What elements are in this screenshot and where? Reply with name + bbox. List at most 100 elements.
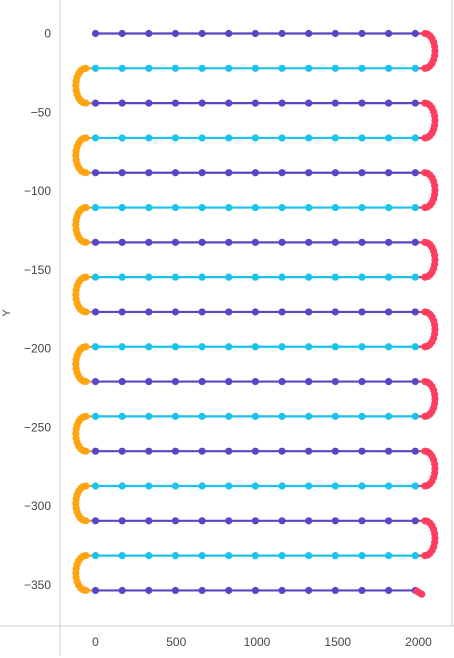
row-point bbox=[225, 308, 233, 316]
row-point bbox=[411, 134, 419, 142]
row-point bbox=[358, 203, 366, 212]
row-point bbox=[278, 447, 286, 455]
x-tick-label: 500 bbox=[166, 635, 186, 649]
row-point bbox=[385, 29, 393, 38]
row-point bbox=[198, 517, 206, 525]
row-point bbox=[411, 99, 419, 107]
row-point bbox=[91, 134, 100, 142]
row-point bbox=[225, 273, 233, 281]
row-point bbox=[225, 552, 233, 560]
row-point bbox=[331, 203, 339, 212]
row-point bbox=[145, 64, 153, 72]
row-point bbox=[145, 273, 153, 281]
row-point bbox=[91, 273, 100, 281]
row-point bbox=[118, 517, 126, 525]
row-point bbox=[385, 343, 393, 351]
row-point bbox=[171, 169, 180, 177]
row-point bbox=[251, 238, 259, 246]
row-point bbox=[278, 238, 286, 246]
row-point bbox=[385, 517, 393, 525]
row-point bbox=[278, 343, 286, 351]
row-point bbox=[305, 169, 313, 177]
turn-point bbox=[421, 203, 429, 212]
row-point bbox=[225, 482, 233, 490]
row-point bbox=[251, 273, 259, 281]
row-point bbox=[145, 377, 153, 386]
row-point bbox=[118, 447, 126, 455]
row-point bbox=[305, 586, 313, 595]
row-point bbox=[171, 238, 180, 246]
row-point bbox=[278, 482, 286, 490]
row-point bbox=[91, 308, 100, 316]
row-point bbox=[305, 343, 313, 351]
row-point bbox=[225, 203, 233, 212]
row-point bbox=[411, 64, 419, 72]
row-point bbox=[358, 586, 366, 595]
row-point bbox=[171, 517, 180, 525]
row-point bbox=[251, 552, 259, 560]
y-tick-label: −150 bbox=[24, 263, 51, 277]
row-point bbox=[411, 273, 419, 281]
row-point bbox=[305, 517, 313, 525]
y-axis-title: Y bbox=[1, 309, 13, 317]
x-tick-labels: 0 500 1000 1500 2000 bbox=[92, 635, 432, 649]
row-point bbox=[118, 412, 126, 420]
row-point bbox=[331, 447, 339, 455]
row-point bbox=[91, 552, 100, 560]
row-point bbox=[278, 29, 286, 38]
y-tick-label: −350 bbox=[24, 578, 51, 592]
row-point bbox=[198, 238, 206, 246]
row-point bbox=[198, 343, 206, 351]
row-point bbox=[331, 273, 339, 281]
row-point bbox=[385, 99, 393, 107]
turn-point bbox=[82, 238, 90, 246]
row-point bbox=[385, 238, 393, 246]
row-point bbox=[145, 203, 153, 212]
row-point bbox=[305, 552, 313, 560]
row-point bbox=[225, 377, 233, 386]
row-point bbox=[385, 412, 393, 420]
row-point bbox=[331, 308, 339, 316]
row-point bbox=[305, 134, 313, 142]
row-point bbox=[251, 99, 259, 107]
y-tick-label: −50 bbox=[31, 105, 52, 119]
row-point bbox=[225, 586, 233, 595]
row-point bbox=[331, 482, 339, 490]
row-point bbox=[91, 412, 100, 420]
row-point bbox=[225, 343, 233, 351]
row-point bbox=[145, 586, 153, 595]
row-point bbox=[251, 412, 259, 420]
row-point bbox=[198, 308, 206, 316]
row-point bbox=[145, 99, 153, 107]
row-point bbox=[251, 134, 259, 142]
row-point bbox=[118, 238, 126, 246]
row-point bbox=[358, 517, 366, 525]
row-point bbox=[198, 482, 206, 490]
row-point bbox=[358, 308, 366, 316]
row-point bbox=[278, 517, 286, 525]
row-point bbox=[91, 586, 100, 595]
row-point bbox=[251, 447, 259, 455]
row-point bbox=[171, 99, 180, 107]
row-point bbox=[305, 238, 313, 246]
row-point bbox=[91, 29, 100, 38]
row-point bbox=[411, 377, 419, 386]
row-point bbox=[145, 238, 153, 246]
row-point bbox=[198, 447, 206, 455]
row-point bbox=[358, 99, 366, 107]
row-point bbox=[385, 134, 393, 142]
row-point bbox=[331, 412, 339, 420]
row-point bbox=[171, 586, 180, 595]
row-point bbox=[225, 412, 233, 420]
row-point bbox=[251, 586, 259, 595]
row-point bbox=[305, 203, 313, 212]
turn-point bbox=[421, 412, 429, 420]
row-point bbox=[118, 29, 126, 38]
row-point bbox=[171, 203, 180, 212]
row-point bbox=[305, 99, 313, 107]
row-point bbox=[331, 169, 339, 177]
row-point bbox=[171, 552, 180, 560]
row-point bbox=[278, 377, 286, 386]
row-point bbox=[171, 343, 180, 351]
